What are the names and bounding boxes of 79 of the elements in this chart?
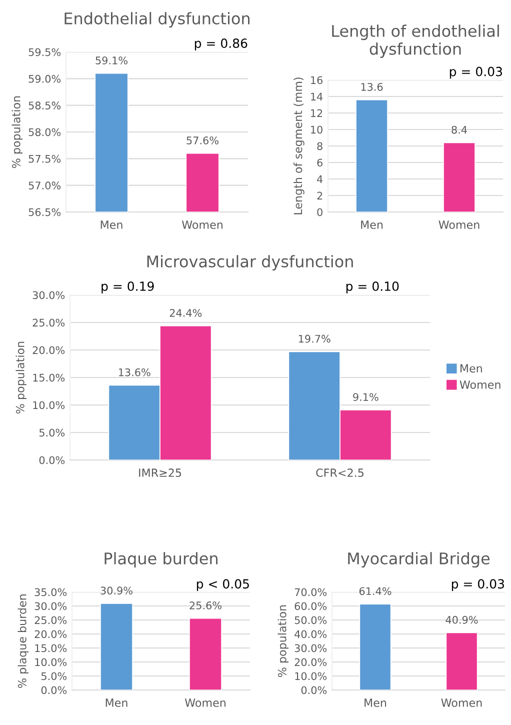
- y-tick-label: 6: [317, 158, 322, 167]
- y-tick-label: 25.0%: [34, 616, 67, 624]
- y-tick-label: 50.0%: [294, 616, 327, 624]
- x-tick-label: Women: [441, 698, 482, 707]
- data-label: 8.4: [452, 126, 467, 134]
- y-axis-title: % population: [16, 342, 26, 414]
- y-tick-label: 14: [311, 92, 323, 100]
- y-tick-label: 4: [317, 175, 323, 183]
- data-label: 61.4%: [359, 587, 392, 596]
- y-tick-label: 20.0%: [34, 630, 67, 638]
- y-tick-label: 60.0%: [294, 602, 327, 610]
- x-tick-label: IMR≥25: [139, 468, 182, 477]
- y-tick-label: 12: [311, 109, 322, 117]
- y-tick-label: 10.0%: [295, 672, 327, 680]
- y-tick-label: 56.5%: [28, 208, 61, 216]
- text: p < 0.05: [196, 579, 249, 592]
- x-tick-label: Men: [361, 220, 383, 229]
- y-tick-label: 0.0%: [41, 686, 67, 694]
- y-tick-label: 10: [311, 126, 322, 134]
- y-tick-label: 40.0%: [294, 630, 327, 638]
- data-label: 59.1%: [96, 56, 128, 64]
- y-tick-label: 15.0%: [33, 374, 65, 382]
- text: p = 0.03: [452, 579, 504, 592]
- y-tick-label: 57.0%: [28, 182, 61, 190]
- text: p = 0.86: [194, 38, 248, 50]
- legend-label: Men: [460, 364, 482, 373]
- data-label: 13.6: [361, 82, 383, 91]
- y-tick-label: 58.0%: [28, 128, 61, 136]
- y-tick-label: 10.0%: [35, 658, 67, 666]
- x-tick-label: Men: [364, 698, 386, 707]
- y-tick-label: 5.0%: [39, 428, 65, 437]
- y-tick-label: 30.0%: [294, 644, 327, 652]
- y-tick-label: 8: [317, 142, 322, 150]
- legend-label: Women: [460, 380, 500, 389]
- y-axis-title: % population: [12, 96, 22, 168]
- text: p = 0.03: [450, 66, 502, 79]
- y-tick-label: 16: [311, 76, 322, 84]
- data-label: 13.6%: [118, 368, 150, 376]
- y-axis-title: % population: [278, 605, 288, 677]
- y-tick-label: 5.0%: [41, 672, 67, 680]
- y-axis-title: Length of segment (mm): [294, 78, 304, 214]
- x-tick-label: Men: [106, 698, 128, 707]
- y-tick-label: 25.0%: [32, 318, 65, 327]
- data-label: 19.7%: [298, 334, 330, 343]
- y-tick-label: 57.5%: [28, 154, 61, 163]
- x-tick-label: Women: [438, 220, 480, 229]
- y-tick-label: 30.0%: [32, 291, 65, 300]
- data-label: 9.1%: [353, 393, 378, 401]
- data-label: 30.9%: [100, 586, 132, 595]
- x-tick-label: Men: [100, 220, 122, 229]
- y-tick-label: 59.0%: [28, 74, 61, 83]
- data-label: 40.9%: [446, 616, 478, 624]
- x-tick-label: Women: [184, 698, 226, 707]
- data-label: 57.6%: [186, 136, 218, 144]
- y-tick-label: 59.5%: [28, 48, 61, 56]
- data-label: 24.4%: [170, 308, 202, 317]
- chart-title: Microvascular dysfunction: [147, 255, 353, 271]
- text: p = 0.19: [102, 281, 154, 294]
- y-tick-label: 15.0%: [35, 644, 67, 652]
- data-label: 25.6%: [190, 601, 222, 610]
- y-tick-label: 30.0%: [34, 602, 67, 610]
- y-tick-label: 58.5%: [28, 102, 61, 110]
- y-tick-label: 0: [317, 208, 322, 216]
- x-tick-label: Women: [182, 220, 222, 229]
- chart-title: Length of endothelial dysfunction: [332, 24, 499, 58]
- chart-title: Plaque burden: [104, 552, 218, 568]
- y-tick-label: 20.0%: [32, 346, 65, 354]
- x-tick-label: CFR<2.5: [316, 468, 364, 477]
- text: p = 0.10: [346, 281, 399, 294]
- y-tick-label: 70.0%: [294, 588, 327, 596]
- chart-title: Myocardial Bridge: [348, 552, 490, 568]
- y-tick-label: 0.0%: [39, 456, 65, 464]
- y-tick-label: 35.0%: [34, 588, 67, 596]
- y-tick-label: 20.0%: [294, 658, 327, 666]
- chart-title: Endothelial dysfunction: [64, 12, 250, 28]
- y-axis-title: % plaque burden: [18, 594, 28, 688]
- y-tick-label: 2: [317, 192, 322, 200]
- y-tick-label: 10.0%: [33, 401, 65, 410]
- y-tick-label: 0.0%: [301, 686, 327, 694]
